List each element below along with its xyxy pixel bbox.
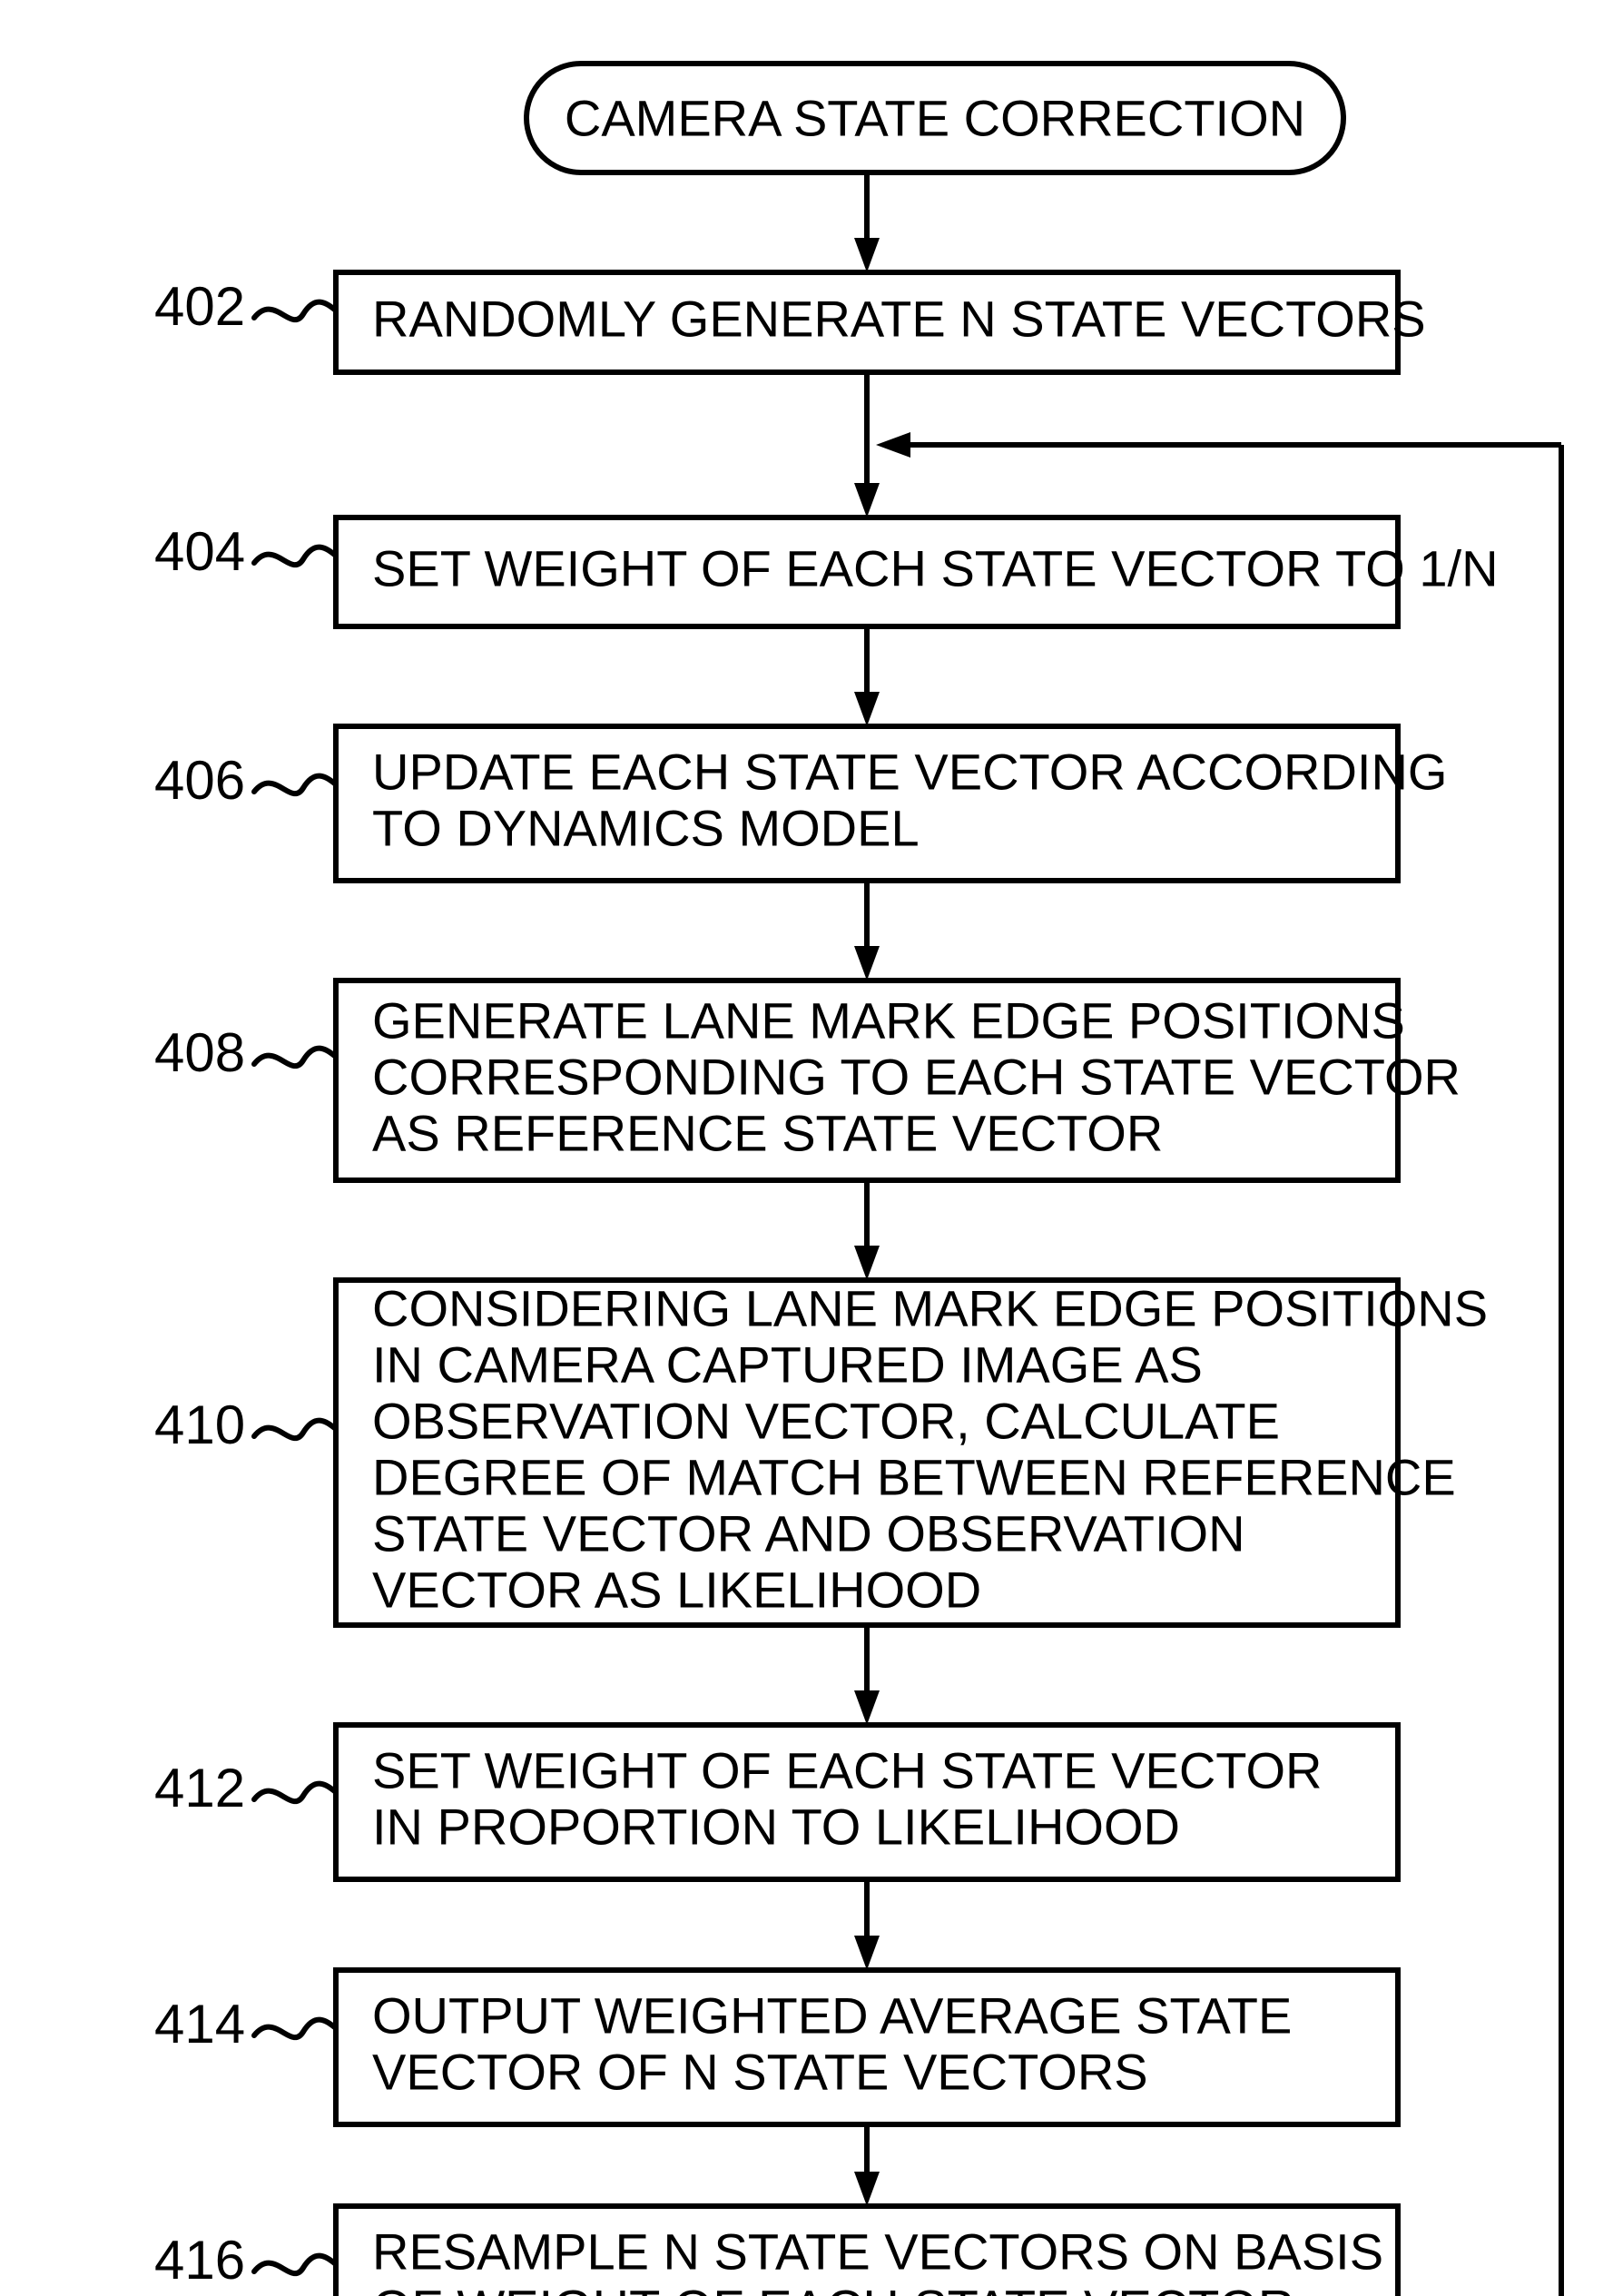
step-text-408-line1: CORRESPONDING TO EACH STATE VECTOR: [372, 1049, 1461, 1106]
step-text-414-line1: VECTOR OF N STATE VECTORS: [372, 2044, 1148, 2101]
step-label-402: 402: [154, 276, 245, 337]
flowchart-canvas: CAMERA STATE CORRECTION RANDOMLY GENERATE…: [0, 0, 1623, 2296]
step-text-408-line2: AS REFERENCE STATE VECTOR: [372, 1105, 1163, 1162]
step-label-414: 414: [154, 1994, 245, 2055]
step-text-412-line1: IN PROPORTION TO LIKELIHOOD: [372, 1798, 1180, 1856]
step-text-402-line0: RANDOMLY GENERATE N STATE VECTORS: [372, 291, 1426, 348]
step-label-412: 412: [154, 1758, 245, 1818]
step-label-410: 410: [154, 1394, 245, 1455]
step-label-404: 404: [154, 521, 245, 582]
label-connector-414: [254, 2020, 336, 2038]
step-text-408-line0: GENERATE LANE MARK EDGE POSITIONS: [372, 992, 1405, 1049]
label-connector-412: [254, 1784, 336, 1802]
terminal-label: CAMERA STATE CORRECTION: [565, 90, 1305, 147]
connector-arrowhead: [854, 2172, 880, 2206]
connector-arrowhead: [854, 238, 880, 272]
connector-arrowhead: [854, 946, 880, 980]
connector-arrowhead: [854, 483, 880, 517]
label-connector-404: [254, 547, 336, 566]
step-text-406-line0: UPDATE EACH STATE VECTOR ACCORDING: [372, 744, 1447, 801]
step-text-410-line4: STATE VECTOR AND OBSERVATION: [372, 1505, 1245, 1562]
label-connector-410: [254, 1421, 336, 1439]
step-label-406: 406: [154, 750, 245, 811]
label-connector-416: [254, 2256, 336, 2274]
label-connector-402: [254, 302, 336, 320]
step-text-410-line5: VECTOR AS LIKELIHOOD: [372, 1562, 981, 1619]
step-text-410-line1: IN CAMERA CAPTURED IMAGE AS: [372, 1336, 1203, 1394]
step-text-410-line0: CONSIDERING LANE MARK EDGE POSITIONS: [372, 1280, 1488, 1337]
label-connector-408: [254, 1049, 336, 1067]
step-text-414-line0: OUTPUT WEIGHTED AVERAGE STATE: [372, 1987, 1292, 2045]
step-text-416-line1: OF WEIGHT OF EACH STATE VECTOR: [372, 2280, 1294, 2296]
connector-arrowhead: [854, 692, 880, 726]
connector-arrowhead: [854, 1936, 880, 1970]
connector-arrowhead: [854, 1246, 880, 1280]
step-text-410-line3: DEGREE OF MATCH BETWEEN REFERENCE: [372, 1449, 1456, 1506]
connector-arrowhead: [876, 432, 910, 458]
step-text-416-line0: RESAMPLE N STATE VECTORS ON BASIS: [372, 2223, 1383, 2281]
step-label-408: 408: [154, 1022, 245, 1083]
step-label-416: 416: [154, 2230, 245, 2291]
step-text-412-line0: SET WEIGHT OF EACH STATE VECTOR: [372, 1742, 1323, 1799]
step-text-410-line2: OBSERVATION VECTOR, CALCULATE: [372, 1393, 1280, 1450]
step-text-404-line0: SET WEIGHT OF EACH STATE VECTOR TO 1/N: [372, 540, 1499, 597]
label-connector-406: [254, 776, 336, 794]
connector-arrowhead: [854, 1690, 880, 1725]
step-text-406-line1: TO DYNAMICS MODEL: [372, 800, 920, 857]
